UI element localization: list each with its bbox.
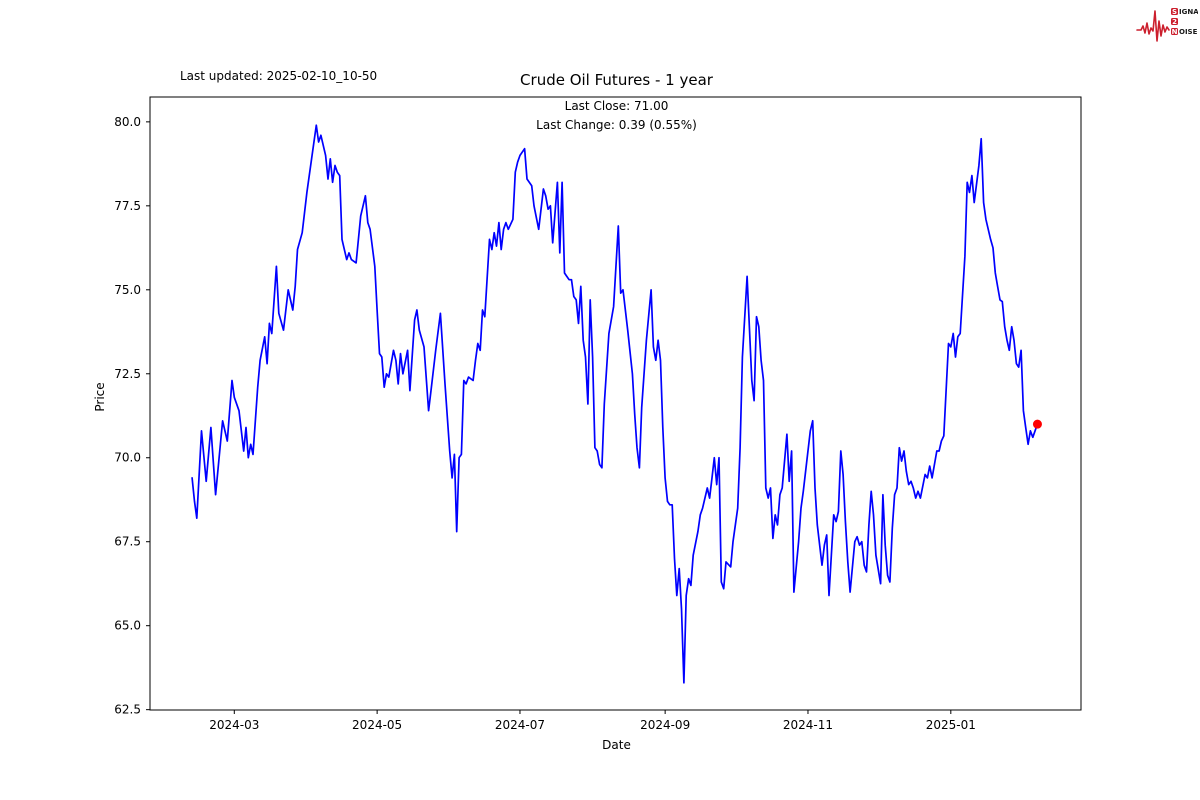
price-line: [191, 124, 1039, 684]
last-close-line: Last Close: 71.00: [564, 99, 669, 113]
logo-n-letter: N: [1172, 28, 1178, 36]
last-updated-text: Last updated: 2025-02-10_10-50: [180, 69, 378, 83]
logo-2-box: [1171, 18, 1178, 25]
y-tick-label: 70.0: [114, 451, 141, 465]
last-change-line: Last Change: 0.39 (0.55%): [536, 118, 697, 132]
logo-ignal-text: IGNAL: [1179, 8, 1198, 16]
y-tick-label: 75.0: [114, 283, 141, 297]
last-close-annotation: Last Close: 71.00 Last Change: 0.39 (0.5…: [150, 97, 1083, 135]
x-tick-label: 2024-07: [495, 718, 545, 732]
plot-area: [149, 96, 1082, 711]
logo-s-letter: S: [1172, 8, 1177, 16]
y-tick-label: 77.5: [114, 199, 141, 213]
y-tick-label: 65.0: [114, 619, 141, 633]
chart-title: Crude Oil Futures - 1 year: [520, 71, 713, 89]
x-tick-label: 2024-05: [352, 718, 402, 732]
x-tick-label: 2025-01: [926, 718, 976, 732]
x-axis-label: Date: [602, 738, 631, 752]
last-close-marker: [1032, 419, 1042, 429]
signal2noise-logo: S IGNAL 2 N OISE: [1136, 3, 1198, 47]
logo-s-box: [1171, 8, 1178, 15]
y-tick-label: 67.5: [114, 535, 141, 549]
x-tick-label: 2024-11: [783, 718, 833, 732]
x-tick-label: 2024-03: [209, 718, 259, 732]
signal2noise-logo-waveform-icon: [1136, 10, 1170, 42]
logo-n-box: [1171, 28, 1178, 35]
y-tick-label: 80.0: [114, 115, 141, 129]
logo-oise-text: OISE: [1179, 28, 1198, 36]
y-tick-label: 62.5: [114, 703, 141, 717]
x-tick-label: 2024-09: [640, 718, 690, 732]
y-tick-label: 72.5: [114, 367, 141, 381]
y-axis-label: Price: [93, 382, 107, 412]
logo-2-letter: 2: [1172, 18, 1177, 26]
